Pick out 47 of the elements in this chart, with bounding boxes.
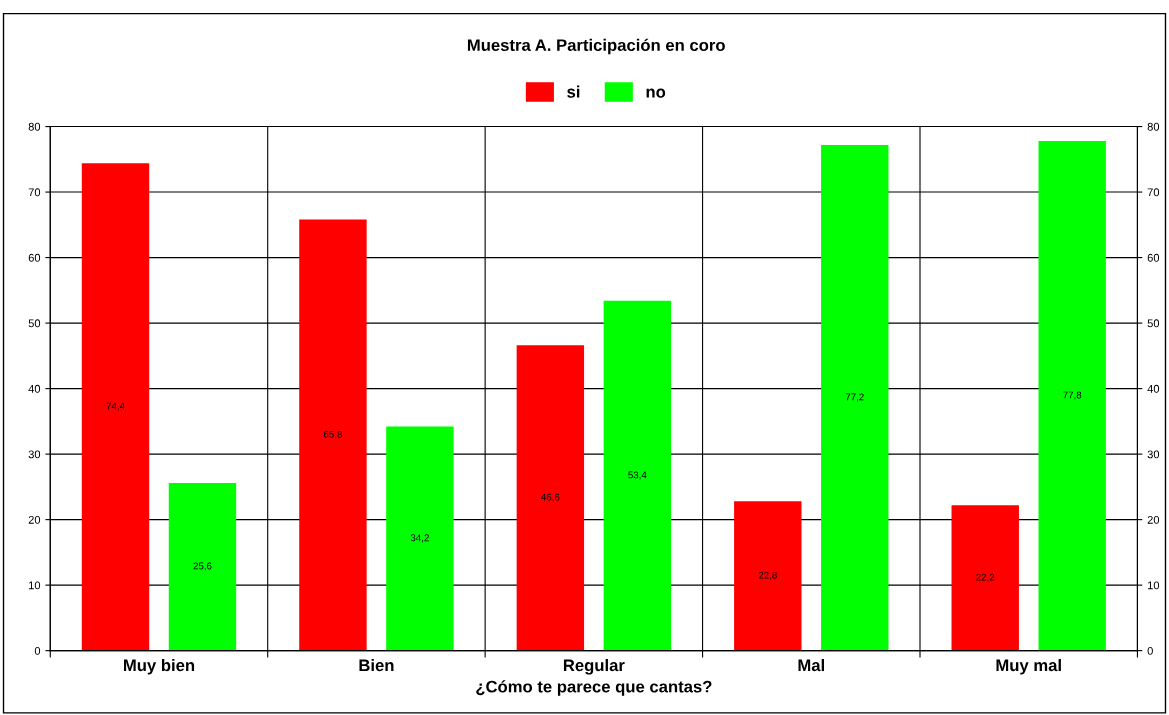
y2-tick-label: 20 bbox=[1147, 515, 1160, 524]
data-label: 77,2 bbox=[845, 393, 864, 402]
data-label: 46,6 bbox=[541, 493, 560, 502]
x-tick-label: Muy bien bbox=[123, 658, 195, 675]
legend-label: no bbox=[646, 88, 666, 98]
y-tick-label: 50 bbox=[28, 319, 41, 328]
bar bbox=[81, 163, 150, 651]
bar bbox=[1038, 140, 1106, 651]
chart-title: Muestra A. Participación en coro bbox=[467, 38, 725, 55]
y2-tick-label: 0 bbox=[1147, 646, 1153, 655]
bar bbox=[516, 345, 585, 651]
y2-tick-label: 10 bbox=[1148, 581, 1160, 590]
bar bbox=[821, 144, 889, 651]
y2-tick-label: 70 bbox=[1147, 188, 1160, 197]
data-label: 65,8 bbox=[323, 430, 342, 439]
bar bbox=[951, 505, 1019, 651]
y-tick-label: 60 bbox=[28, 253, 41, 262]
bar bbox=[386, 426, 454, 651]
y2-tick-label: 40 bbox=[1147, 384, 1160, 393]
x-tick-label: Regular bbox=[563, 658, 625, 675]
data-label: 22,8 bbox=[758, 571, 777, 580]
data-label: 22,2 bbox=[976, 573, 995, 582]
data-label: 77,8 bbox=[1063, 391, 1082, 400]
y-tick-label: 0 bbox=[34, 646, 41, 655]
y-tick-label: 10 bbox=[29, 581, 41, 590]
y2-tick-label: 30 bbox=[1147, 450, 1160, 459]
y-tick-label: 20 bbox=[28, 515, 41, 524]
data-label: 74,4 bbox=[106, 402, 125, 411]
y-tick-label: 30 bbox=[28, 450, 41, 459]
legend-label: si bbox=[567, 85, 580, 98]
bar bbox=[168, 482, 237, 651]
x-tick-label: Mal bbox=[798, 658, 824, 672]
x-tick-label: Muy mal bbox=[996, 658, 1061, 675]
bar bbox=[603, 300, 672, 651]
y-tick-label: 40 bbox=[28, 384, 41, 393]
x-tick-label: Bien bbox=[359, 658, 394, 672]
y2-tick-label: 80 bbox=[1147, 122, 1160, 131]
bar bbox=[734, 501, 802, 651]
bar bbox=[299, 219, 367, 651]
data-label: 25,6 bbox=[193, 562, 212, 571]
y2-tick-label: 60 bbox=[1147, 253, 1160, 262]
y-tick-label: 70 bbox=[28, 188, 41, 197]
y2-tick-label: 50 bbox=[1147, 319, 1160, 328]
y-tick-label: 80 bbox=[28, 122, 41, 131]
x-axis-title: ¿Cómo te parece que cantas? bbox=[476, 680, 712, 696]
data-label: 53,4 bbox=[628, 471, 647, 480]
data-label: 34,2 bbox=[410, 534, 429, 543]
